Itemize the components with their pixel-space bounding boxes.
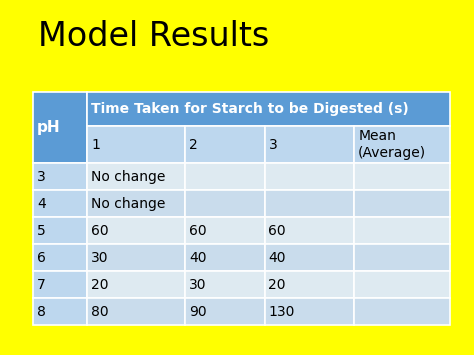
- Text: pH: pH: [37, 120, 61, 135]
- Text: Time Taken for Starch to be Digested (s): Time Taken for Starch to be Digested (s): [91, 102, 409, 116]
- Text: 3: 3: [268, 138, 277, 152]
- Text: No change: No change: [91, 170, 165, 184]
- Text: 80: 80: [91, 305, 109, 319]
- Text: 30: 30: [189, 278, 207, 292]
- Bar: [264, 190, 355, 217]
- Bar: [87, 163, 185, 190]
- Bar: [87, 271, 185, 298]
- Bar: [87, 217, 185, 244]
- Bar: [87, 244, 185, 271]
- Text: 20: 20: [268, 278, 286, 292]
- Text: 7: 7: [37, 278, 46, 292]
- Text: 20: 20: [91, 278, 109, 292]
- Bar: [264, 217, 355, 244]
- Bar: [355, 190, 450, 217]
- Text: 6: 6: [37, 251, 46, 265]
- Text: 5: 5: [37, 224, 46, 238]
- Bar: [355, 217, 450, 244]
- Text: 60: 60: [268, 224, 286, 238]
- Bar: [185, 298, 264, 325]
- Bar: [264, 244, 355, 271]
- Bar: [264, 271, 355, 298]
- Bar: [33, 271, 87, 298]
- Text: 2: 2: [189, 138, 198, 152]
- Text: 60: 60: [189, 224, 207, 238]
- Bar: [264, 298, 355, 325]
- Bar: [264, 126, 355, 163]
- Text: Mean
(Average): Mean (Average): [358, 129, 426, 160]
- Text: 3: 3: [37, 170, 46, 184]
- Bar: [33, 298, 87, 325]
- Bar: [33, 163, 87, 190]
- Bar: [185, 217, 264, 244]
- Bar: [185, 244, 264, 271]
- Bar: [185, 271, 264, 298]
- Bar: [355, 126, 450, 163]
- Text: No change: No change: [91, 197, 165, 211]
- Bar: [355, 298, 450, 325]
- Bar: [264, 163, 355, 190]
- Bar: [33, 92, 87, 163]
- Bar: [33, 217, 87, 244]
- Text: 40: 40: [268, 251, 286, 265]
- Bar: [87, 92, 450, 126]
- Bar: [87, 126, 185, 163]
- Bar: [87, 298, 185, 325]
- Bar: [87, 190, 185, 217]
- Text: 1: 1: [91, 138, 100, 152]
- Text: 90: 90: [189, 305, 207, 319]
- Text: 40: 40: [189, 251, 207, 265]
- Bar: [185, 163, 264, 190]
- Bar: [355, 163, 450, 190]
- Bar: [355, 271, 450, 298]
- Bar: [185, 190, 264, 217]
- Bar: [33, 190, 87, 217]
- Text: 4: 4: [37, 197, 46, 211]
- Text: 8: 8: [37, 305, 46, 319]
- Bar: [33, 244, 87, 271]
- Text: Model Results: Model Results: [38, 20, 269, 53]
- Text: 30: 30: [91, 251, 109, 265]
- Bar: [355, 244, 450, 271]
- Text: 130: 130: [268, 305, 295, 319]
- Text: 60: 60: [91, 224, 109, 238]
- Bar: [185, 126, 264, 163]
